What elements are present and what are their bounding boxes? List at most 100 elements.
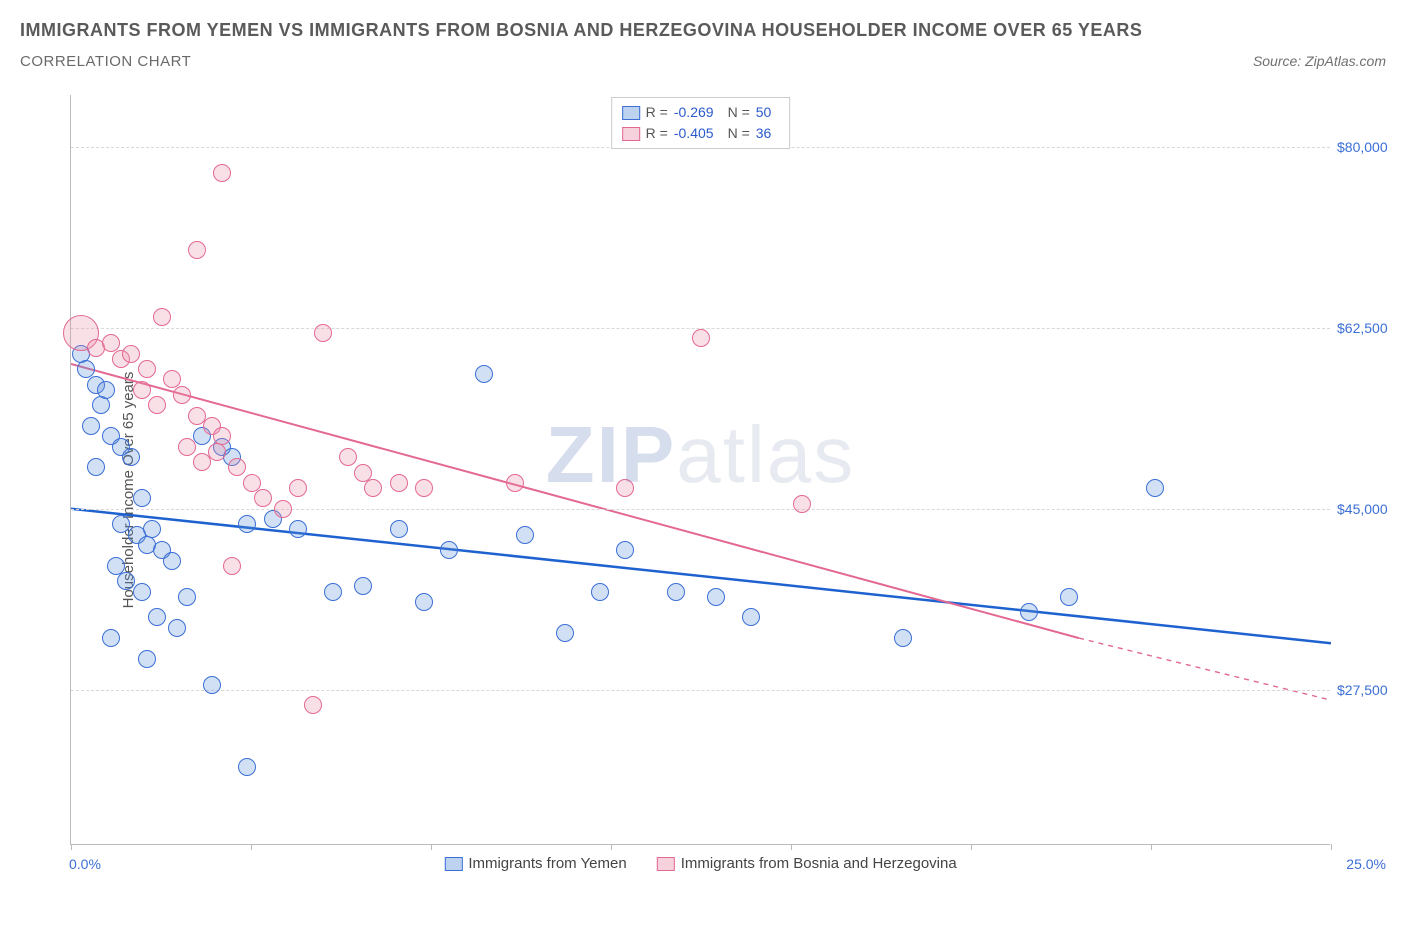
data-point bbox=[122, 448, 140, 466]
stat-n-label: N = bbox=[728, 102, 750, 123]
data-point bbox=[92, 396, 110, 414]
stat-n-label: N = bbox=[728, 123, 750, 144]
data-point bbox=[415, 479, 433, 497]
data-point bbox=[415, 593, 433, 611]
data-point bbox=[133, 583, 151, 601]
data-point bbox=[289, 520, 307, 538]
data-point bbox=[274, 500, 292, 518]
stat-r-value: -0.405 bbox=[674, 123, 714, 144]
data-point bbox=[390, 520, 408, 538]
data-point bbox=[178, 588, 196, 606]
data-point bbox=[354, 577, 372, 595]
data-point bbox=[304, 696, 322, 714]
x-tick bbox=[71, 844, 72, 850]
data-point bbox=[178, 438, 196, 456]
x-tick bbox=[251, 844, 252, 850]
data-point bbox=[173, 386, 191, 404]
data-point bbox=[133, 489, 151, 507]
data-point bbox=[203, 676, 221, 694]
legend-swatch bbox=[657, 857, 675, 871]
x-tick bbox=[1151, 844, 1152, 850]
x-tick bbox=[971, 844, 972, 850]
data-point bbox=[556, 624, 574, 642]
stat-r-label: R = bbox=[646, 123, 668, 144]
data-point bbox=[228, 458, 246, 476]
data-point bbox=[506, 474, 524, 492]
x-tick bbox=[431, 844, 432, 850]
data-point bbox=[616, 479, 634, 497]
x-max-label: 25.0% bbox=[1346, 856, 1386, 872]
chart-subtitle: CORRELATION CHART bbox=[20, 53, 191, 70]
data-point bbox=[238, 515, 256, 533]
legend-series-name: Immigrants from Bosnia and Herzegovina bbox=[681, 855, 957, 872]
data-point bbox=[289, 479, 307, 497]
data-point bbox=[793, 495, 811, 513]
legend-series-name: Immigrants from Yemen bbox=[468, 855, 626, 872]
data-point bbox=[102, 629, 120, 647]
stat-r-value: -0.269 bbox=[674, 102, 714, 123]
series-legend: Immigrants from Yemen Immigrants from Bos… bbox=[444, 855, 956, 872]
data-point bbox=[238, 758, 256, 776]
stat-n-value: 36 bbox=[756, 123, 772, 144]
data-point bbox=[616, 541, 634, 559]
y-tick-label: $27,500 bbox=[1337, 682, 1392, 698]
y-tick-label: $62,500 bbox=[1337, 320, 1392, 336]
gridline bbox=[71, 509, 1330, 510]
data-point bbox=[168, 619, 186, 637]
data-point bbox=[148, 608, 166, 626]
x-min-label: 0.0% bbox=[69, 856, 101, 872]
data-point bbox=[148, 396, 166, 414]
legend-swatch bbox=[444, 857, 462, 871]
data-point bbox=[894, 629, 912, 647]
data-point bbox=[97, 381, 115, 399]
legend-swatch bbox=[622, 127, 640, 141]
legend-swatch bbox=[622, 106, 640, 120]
watermark: ZIPatlas bbox=[546, 409, 855, 501]
data-point bbox=[223, 557, 241, 575]
plot-area: R =-0.269N =50R =-0.405N =36 ZIPatlas 0.… bbox=[70, 95, 1330, 845]
x-tick bbox=[791, 844, 792, 850]
data-point bbox=[138, 650, 156, 668]
chart-container: Householder Income Over 65 years R =-0.2… bbox=[20, 95, 1386, 885]
y-tick-label: $45,000 bbox=[1337, 501, 1392, 517]
stat-n-value: 50 bbox=[756, 102, 772, 123]
source-attribution: Source: ZipAtlas.com bbox=[1253, 53, 1386, 69]
gridline bbox=[71, 690, 1330, 691]
data-point bbox=[1020, 603, 1038, 621]
data-point bbox=[324, 583, 342, 601]
data-point bbox=[591, 583, 609, 601]
data-point bbox=[475, 365, 493, 383]
data-point bbox=[314, 324, 332, 342]
data-point bbox=[707, 588, 725, 606]
y-tick-label: $80,000 bbox=[1337, 139, 1392, 155]
trend-lines bbox=[71, 95, 1331, 845]
legend-stat-row: R = -0.405 N = 36 bbox=[622, 123, 780, 144]
legend-item: Immigrants from Yemen bbox=[444, 855, 626, 872]
data-point bbox=[208, 443, 226, 461]
correlation-legend: R = -0.269 N = 50 R = -0.405 N = 36 bbox=[611, 97, 791, 149]
legend-item: Immigrants from Bosnia and Herzegovina bbox=[657, 855, 957, 872]
data-point bbox=[1146, 479, 1164, 497]
data-point bbox=[516, 526, 534, 544]
stat-r-label: R = bbox=[646, 102, 668, 123]
data-point bbox=[138, 360, 156, 378]
data-point bbox=[692, 329, 710, 347]
data-point bbox=[213, 164, 231, 182]
data-point bbox=[440, 541, 458, 559]
data-point bbox=[742, 608, 760, 626]
data-point bbox=[364, 479, 382, 497]
data-point bbox=[133, 381, 151, 399]
x-tick bbox=[611, 844, 612, 850]
data-point bbox=[122, 345, 140, 363]
legend-stat-row: R = -0.269 N = 50 bbox=[622, 102, 780, 123]
data-point bbox=[254, 489, 272, 507]
data-point bbox=[1060, 588, 1078, 606]
data-point bbox=[188, 241, 206, 259]
data-point bbox=[82, 417, 100, 435]
x-tick bbox=[1331, 844, 1332, 850]
data-point bbox=[87, 458, 105, 476]
data-point bbox=[153, 308, 171, 326]
data-point bbox=[667, 583, 685, 601]
chart-title: IMMIGRANTS FROM YEMEN VS IMMIGRANTS FROM… bbox=[20, 20, 1386, 41]
data-point bbox=[163, 552, 181, 570]
